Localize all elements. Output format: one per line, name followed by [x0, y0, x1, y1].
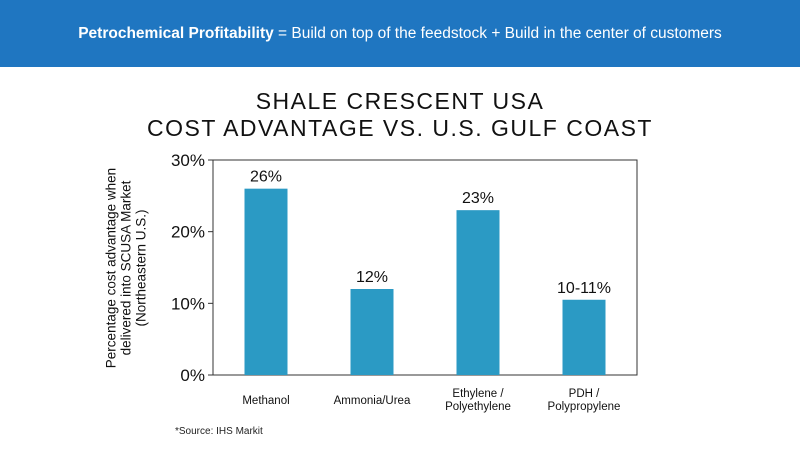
chart-title: SHALE CRESCENT USA COST ADVANTAGE VS. U.… [0, 88, 800, 142]
x-category-label: Ethylene / [452, 388, 504, 400]
y-tick-label: 30% [171, 151, 205, 170]
x-category-label: Polypropylene [548, 401, 621, 413]
y-tick-label: 20% [171, 223, 205, 242]
bar [456, 210, 500, 375]
bar [350, 289, 394, 375]
data-label: 12% [356, 269, 388, 286]
data-label: 26% [250, 169, 282, 186]
header-banner: Petrochemical Profitability = Build on t… [0, 0, 800, 67]
x-category-label: Methanol [242, 395, 289, 407]
bar [244, 188, 288, 375]
banner-bold-text: Petrochemical Profitability [78, 24, 274, 42]
x-category-label: Polyethylene [445, 401, 511, 413]
x-category-label: Ammonia/Urea [334, 395, 411, 407]
y-tick-label: 0% [180, 366, 205, 385]
banner-text: = Build on top of the feedstock + Build … [278, 24, 722, 42]
chart-title-line-1: SHALE CRESCENT USA [255, 88, 545, 114]
plot-frame [212, 159, 638, 376]
x-category-label: PDH / [569, 388, 600, 400]
y-tick-label: 10% [171, 294, 205, 313]
source-note: *Source: IHS Markit [175, 426, 263, 437]
chart-title-line-2: COST ADVANTAGE VS. U.S. GULF COAST [147, 115, 653, 141]
data-label: 10-11% [557, 280, 611, 297]
data-label: 23% [462, 190, 494, 207]
bar [562, 299, 606, 375]
